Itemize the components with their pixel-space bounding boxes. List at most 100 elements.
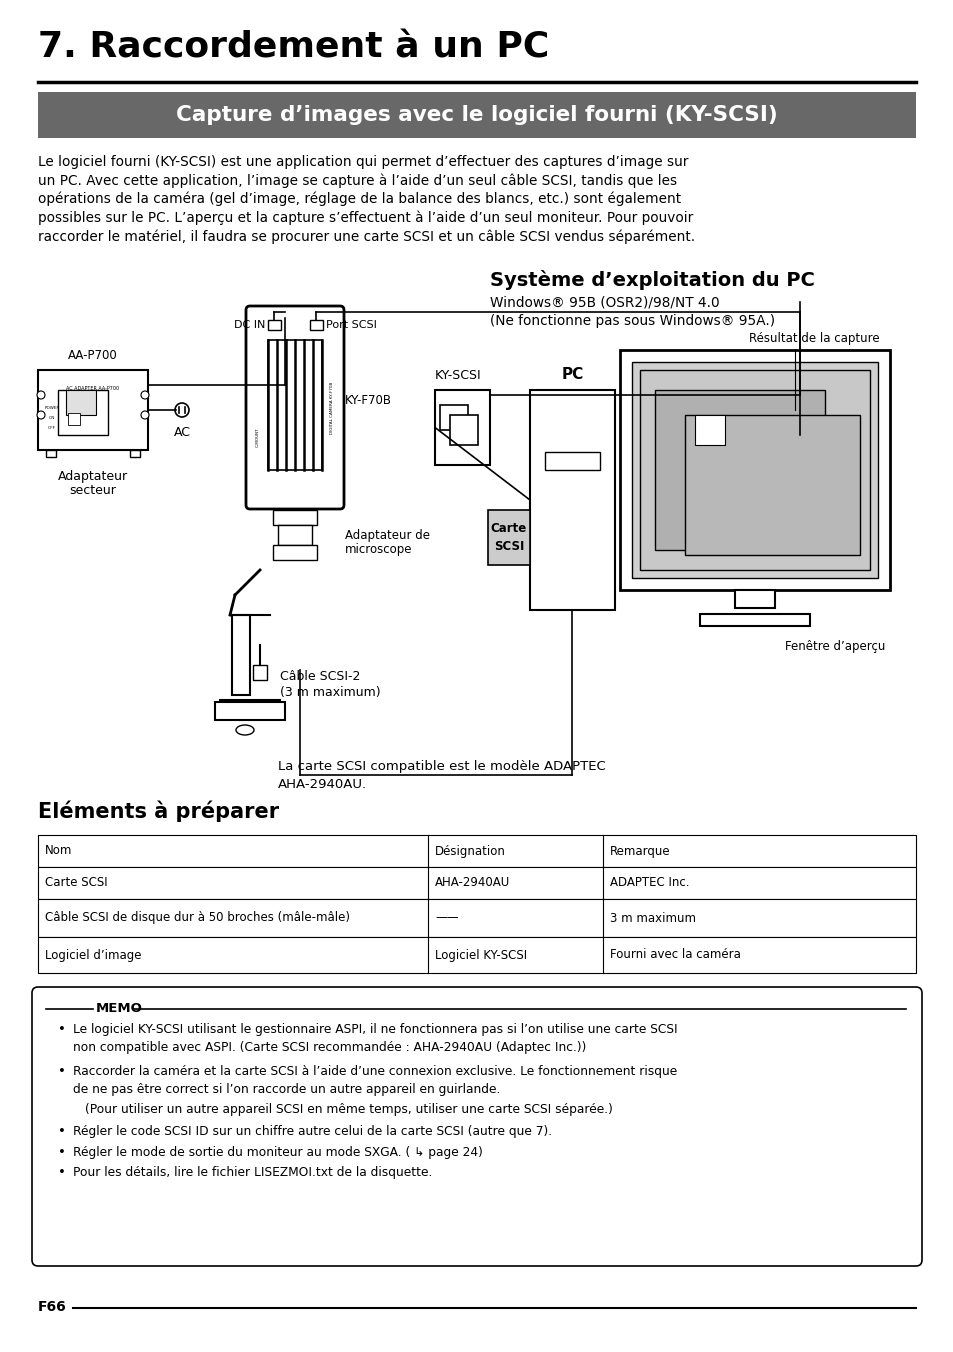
Text: ——: —— [435, 911, 458, 925]
Text: Capture d’images avec le logiciel fourni (KY-SCSI): Capture d’images avec le logiciel fourni… [176, 105, 777, 124]
Text: opérations de la caméra (gel d’image, réglage de la balance des blancs, etc.) so: opérations de la caméra (gel d’image, ré… [38, 192, 680, 207]
Text: Logiciel d’image: Logiciel d’image [45, 949, 141, 961]
Text: •: • [58, 1065, 66, 1078]
Bar [700, 614, 809, 626]
Circle shape [37, 411, 45, 419]
Bar [130, 450, 140, 457]
Text: •: • [58, 1146, 66, 1159]
Text: AHA-2940AU.: AHA-2940AU. [277, 777, 367, 791]
Text: KY-SCSI: KY-SCSI [435, 369, 481, 383]
Text: raccorder le matériel, il faudra se procurer une carte SCSI et un câble SCSI ven: raccorder le matériel, il faudra se proc… [38, 228, 695, 243]
Text: (Ne fonctionne pas sous Windows® 95A.): (Ne fonctionne pas sous Windows® 95A.) [490, 314, 774, 329]
Text: Résultat de la capture: Résultat de la capture [749, 333, 879, 345]
Text: AC: AC [173, 426, 191, 439]
Text: La carte SCSI compatible est le modèle ADAPTEC: La carte SCSI compatible est le modèle A… [277, 760, 605, 773]
Bar [268, 320, 281, 330]
Text: Système d’exploitation du PC: Système d’exploitation du PC [490, 270, 814, 289]
Circle shape [141, 411, 149, 419]
Text: Le logiciel fourni (KY-SCSI) est une application qui permet d’effectuer des capt: Le logiciel fourni (KY-SCSI) est une app… [38, 155, 688, 169]
Bar [58, 389, 108, 435]
Bar [268, 339, 322, 470]
Bar [619, 350, 889, 589]
Bar [38, 92, 915, 138]
Bar [639, 370, 869, 571]
Text: OFF: OFF [48, 426, 56, 430]
Text: Adaptateur de: Adaptateur de [345, 529, 430, 542]
Bar [439, 406, 468, 430]
Ellipse shape [235, 725, 253, 735]
Text: possibles sur le PC. L’aperçu et la capture s’effectuent à l’aide d’un seul moni: possibles sur le PC. L’aperçu et la capt… [38, 211, 693, 224]
Bar [38, 899, 915, 937]
Text: Carte
SCSI: Carte SCSI [491, 522, 527, 553]
Bar [253, 665, 267, 680]
Text: ON: ON [49, 416, 55, 420]
Text: PC: PC [560, 366, 583, 383]
Text: Régler le code SCSI ID sur un chiffre autre celui de la carte SCSI (autre que 7): Régler le code SCSI ID sur un chiffre au… [73, 1125, 552, 1138]
Text: F66: F66 [38, 1301, 67, 1314]
Bar [655, 389, 824, 550]
Text: ADAPTEC Inc.: ADAPTEC Inc. [609, 876, 689, 890]
Text: Remarque: Remarque [609, 845, 670, 857]
Circle shape [37, 391, 45, 399]
Text: (Pour utiliser un autre appareil SCSI en même temps, utiliser une carte SCSI sép: (Pour utiliser un autre appareil SCSI en… [85, 1103, 612, 1115]
Text: DIGITAL CAMERA KY-F70B: DIGITAL CAMERA KY-F70B [330, 381, 334, 434]
FancyBboxPatch shape [32, 987, 921, 1265]
Bar [435, 389, 490, 465]
Bar [46, 450, 56, 457]
Bar [38, 836, 915, 867]
Bar [684, 415, 859, 556]
Bar [38, 370, 148, 450]
Text: Logiciel KY-SCSI: Logiciel KY-SCSI [435, 949, 527, 961]
Bar [232, 615, 250, 695]
Text: 7. Raccordement à un PC: 7. Raccordement à un PC [38, 30, 549, 64]
Text: Windows® 95B (OSR2)/98/NT 4.0: Windows® 95B (OSR2)/98/NT 4.0 [490, 296, 719, 310]
Bar [488, 510, 530, 565]
Bar [310, 320, 323, 330]
Bar [38, 937, 915, 973]
Text: Port SCSI: Port SCSI [326, 320, 376, 330]
Bar [220, 700, 280, 710]
Bar [530, 389, 615, 610]
Text: Désignation: Désignation [435, 845, 505, 857]
Bar [68, 412, 80, 425]
Text: C-MOUNT: C-MOUNT [255, 427, 260, 448]
Bar [734, 589, 774, 608]
Text: DC IN: DC IN [233, 320, 265, 330]
Text: •: • [58, 1023, 66, 1036]
FancyBboxPatch shape [246, 306, 344, 508]
Text: •: • [58, 1165, 66, 1179]
Text: AC ADAPTER AA-P700: AC ADAPTER AA-P700 [67, 385, 119, 391]
Bar [66, 389, 96, 415]
Text: MEMO: MEMO [96, 1002, 143, 1015]
Text: KY-F70B: KY-F70B [345, 393, 392, 407]
Bar [214, 702, 285, 721]
Text: un PC. Avec cette application, l’image se capture à l’aide d’un seul câble SCSI,: un PC. Avec cette application, l’image s… [38, 173, 677, 188]
Text: Eléments à préparer: Eléments à préparer [38, 800, 279, 822]
Text: POWER: POWER [44, 406, 60, 410]
Text: microscope: microscope [345, 544, 412, 557]
Text: •: • [58, 1125, 66, 1138]
Text: 3 m maximum: 3 m maximum [609, 911, 696, 925]
Bar [273, 510, 316, 525]
Bar [450, 415, 477, 445]
Text: Raccorder la caméra et la carte SCSI à l’aide d’une connexion exclusive. Le fonc: Raccorder la caméra et la carte SCSI à l… [73, 1065, 677, 1096]
Bar [38, 867, 915, 899]
Text: Câble SCSI-2: Câble SCSI-2 [280, 671, 360, 683]
Text: Carte SCSI: Carte SCSI [45, 876, 108, 890]
Bar [631, 362, 877, 579]
Circle shape [141, 391, 149, 399]
Bar [695, 415, 724, 445]
Text: Pour les détails, lire le fichier LISEZMOI.txt de la disquette.: Pour les détails, lire le fichier LISEZM… [73, 1165, 432, 1179]
Text: Nom: Nom [45, 845, 72, 857]
Text: AHA-2940AU: AHA-2940AU [435, 876, 510, 890]
Text: AA-P700: AA-P700 [68, 349, 118, 362]
Text: (3 m maximum): (3 m maximum) [280, 685, 380, 699]
Text: secteur: secteur [70, 484, 116, 498]
Text: Câble SCSI de disque dur à 50 broches (mâle-mâle): Câble SCSI de disque dur à 50 broches (m… [45, 911, 350, 925]
Text: Fenêtre d’aperçu: Fenêtre d’aperçu [783, 639, 884, 653]
Text: Adaptateur: Adaptateur [58, 470, 128, 483]
Bar [544, 452, 599, 470]
Text: Le logiciel KY-SCSI utilisant le gestionnaire ASPI, il ne fonctionnera pas si l’: Le logiciel KY-SCSI utilisant le gestion… [73, 1023, 677, 1055]
Text: Fourni avec la caméra: Fourni avec la caméra [609, 949, 740, 961]
Bar [277, 525, 312, 545]
